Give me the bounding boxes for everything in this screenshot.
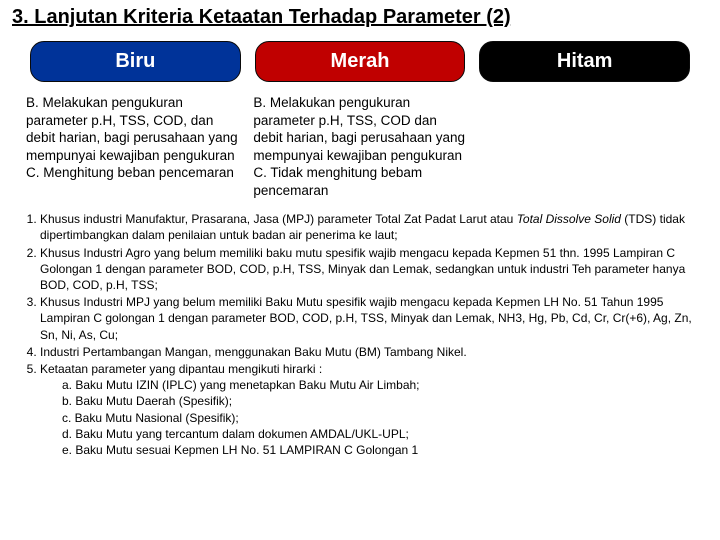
note-1-italic: Total Dissolve Solid xyxy=(517,212,621,226)
note-1: Khusus industri Manufaktur, Prasarana, J… xyxy=(40,211,708,243)
sub-c: c. Baku Mutu Nasional (Spesifik); xyxy=(62,410,708,426)
note-5: Ketaatan parameter yang dipantau mengiku… xyxy=(40,361,708,458)
pill-biru: Biru xyxy=(30,41,241,82)
footnotes: Khusus industri Manufaktur, Prasarana, J… xyxy=(12,211,708,458)
column-biru: B. Melakukan pengukuran parameter p.H, T… xyxy=(26,94,239,199)
note-4: Industri Pertambangan Mangan, menggunaka… xyxy=(40,344,708,360)
note-3: Khusus Industri MPJ yang belum memiliki … xyxy=(40,294,708,343)
note-5-text: Ketaatan parameter yang dipantau mengiku… xyxy=(40,362,322,376)
slide: 3. Lanjutan Kriteria Ketaatan Terhadap P… xyxy=(0,0,720,540)
category-pill-row: Biru Merah Hitam xyxy=(30,41,690,82)
sub-a: a. Baku Mutu IZIN (IPLC) yang menetapkan… xyxy=(62,377,708,393)
note-2: Khusus Industri Agro yang belum memiliki… xyxy=(40,245,708,294)
note-1-a: Khusus industri Manufaktur, Prasarana, J… xyxy=(40,212,517,226)
column-merah: B. Melakukan pengukuran parameter p.H, T… xyxy=(253,94,466,199)
criteria-columns: B. Melakukan pengukuran parameter p.H, T… xyxy=(26,94,694,199)
sub-b: b. Baku Mutu Daerah (Spesifik); xyxy=(62,393,708,409)
sub-e: e. Baku Mutu sesuai Kepmen LH No. 51 LAM… xyxy=(62,442,708,458)
pill-hitam: Hitam xyxy=(479,41,690,82)
pill-merah: Merah xyxy=(255,41,466,82)
column-hitam xyxy=(481,94,694,199)
note-5-sublist: a. Baku Mutu IZIN (IPLC) yang menetapkan… xyxy=(40,377,708,458)
slide-title: 3. Lanjutan Kriteria Ketaatan Terhadap P… xyxy=(12,6,708,29)
sub-d: d. Baku Mutu yang tercantum dalam dokume… xyxy=(62,426,708,442)
